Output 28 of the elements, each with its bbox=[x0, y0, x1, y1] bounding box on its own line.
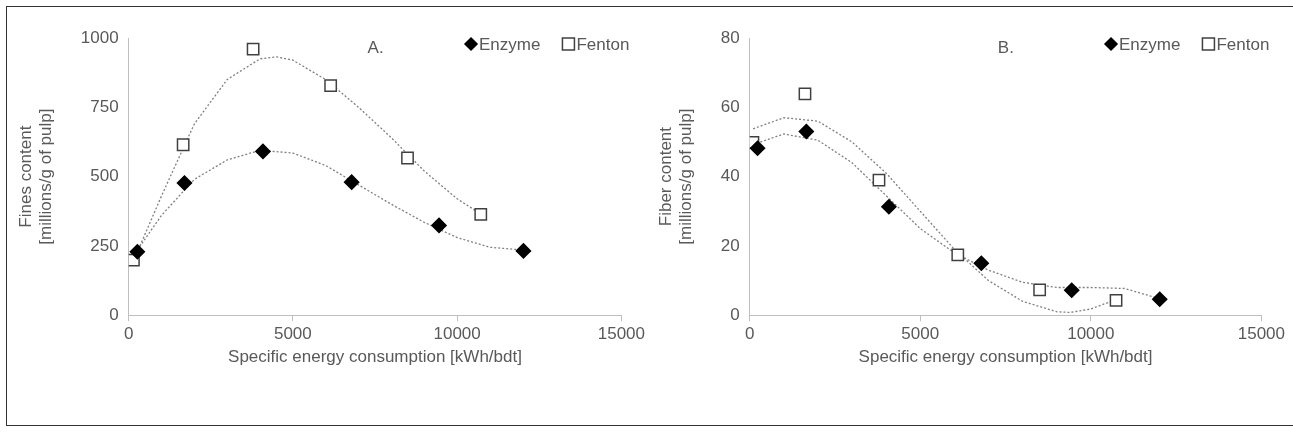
x-axis-title: Specific energy consumption [kWh/bdt] bbox=[228, 347, 522, 367]
y-tick-label: 250 bbox=[90, 235, 119, 255]
y-tick-label: 80 bbox=[720, 27, 740, 47]
y-tick-label: 40 bbox=[720, 166, 740, 186]
x-axis-title: Specific energy consumption [kWh/bdt] bbox=[858, 347, 1153, 367]
x-tick-label: 0 bbox=[744, 324, 755, 344]
legend-label: Enzyme bbox=[479, 34, 541, 54]
y-tick-label: 20 bbox=[720, 235, 740, 255]
y-tick-label: 500 bbox=[90, 166, 119, 186]
x-tick-label: 0 bbox=[123, 324, 134, 344]
x-tick-label: 5000 bbox=[273, 324, 312, 344]
y-tick-label: 60 bbox=[720, 96, 740, 116]
x-tick-label: 10000 bbox=[1067, 324, 1115, 344]
y-tick-label: 0 bbox=[730, 304, 740, 324]
x-tick-label: 15000 bbox=[1237, 324, 1285, 344]
annotation: B. bbox=[997, 37, 1014, 57]
legend-label: Enzyme bbox=[1119, 34, 1181, 54]
y-axis-title: Fiber content [millions/g of pulp] bbox=[655, 108, 696, 245]
legend-label: Fenton bbox=[1216, 34, 1270, 54]
y-tick-label: 0 bbox=[109, 304, 119, 324]
y-tick-label: 750 bbox=[90, 96, 119, 116]
x-tick-label: 5000 bbox=[901, 324, 940, 344]
x-tick-label: 15000 bbox=[597, 324, 645, 344]
x-tick-label: 10000 bbox=[433, 324, 481, 344]
y-axis-title: Fines content [millions/g of pulp] bbox=[15, 108, 56, 245]
annotation: A. bbox=[367, 37, 384, 57]
y-tick-label: 1000 bbox=[80, 27, 119, 47]
legend-label: Fenton bbox=[576, 34, 630, 54]
